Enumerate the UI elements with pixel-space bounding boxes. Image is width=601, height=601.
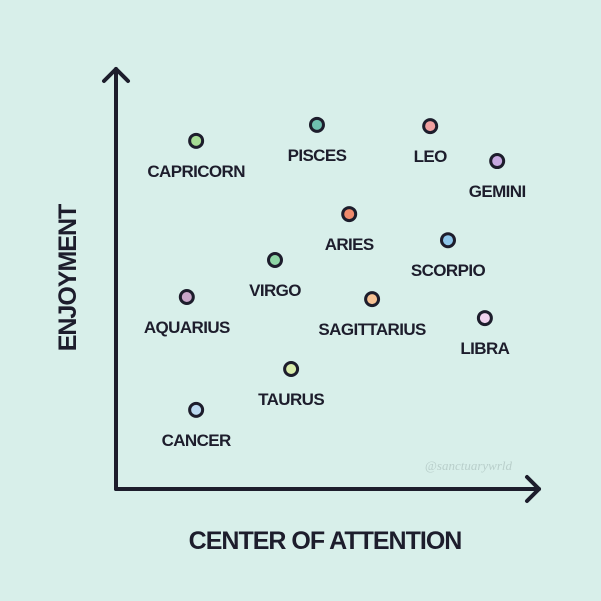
y-axis-label: ENJOYMENT xyxy=(54,204,82,351)
points-layer: CAPRICORN PISCES LEO GEMINI ARIES SCORPIO VIRG… xyxy=(144,116,526,450)
point-aries xyxy=(341,206,358,223)
point-cancer xyxy=(188,401,205,418)
point-label-libra: LIBRA xyxy=(460,339,509,358)
point-pisces xyxy=(308,116,325,133)
point-libra xyxy=(476,310,493,327)
point-label-scorpio: SCORPIO xyxy=(411,261,486,280)
point-scorpio xyxy=(439,232,456,249)
point-label-leo: LEO xyxy=(414,147,448,166)
point-sagittarius xyxy=(364,291,381,308)
point-label-aries: ARIES xyxy=(325,235,374,254)
point-taurus xyxy=(283,361,300,378)
point-label-pisces: PISCES xyxy=(288,146,347,165)
point-capricorn xyxy=(188,132,205,149)
axes xyxy=(102,67,541,503)
point-label-gemini: GEMINI xyxy=(469,182,526,201)
watermark: @sanctuarywrld xyxy=(425,458,513,473)
point-label-cancer: CANCER xyxy=(162,431,231,450)
point-label-taurus: TAURUS xyxy=(258,390,324,409)
y-axis-arrow xyxy=(102,67,130,83)
point-virgo xyxy=(267,251,283,268)
point-label-aquarius: AQUARIUS xyxy=(144,318,230,337)
point-label-sagittarius: SAGITTARIUS xyxy=(318,320,426,339)
point-leo xyxy=(422,118,439,135)
x-axis-label: CENTER OF ATTENTION xyxy=(189,527,462,555)
point-label-virgo: VIRGO xyxy=(249,281,301,300)
point-label-capricorn: CAPRICORN xyxy=(147,162,245,181)
x-axis-arrow xyxy=(525,475,541,503)
point-gemini xyxy=(489,153,506,170)
point-aquarius xyxy=(178,289,195,306)
